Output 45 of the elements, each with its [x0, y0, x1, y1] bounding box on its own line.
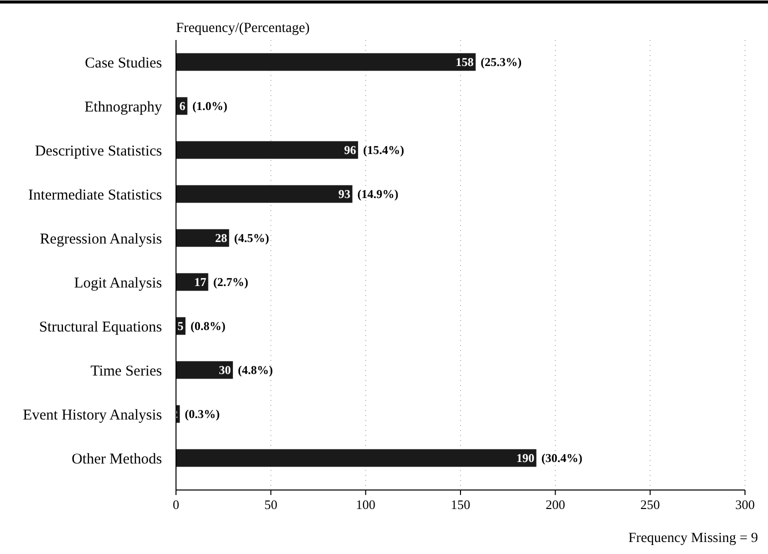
- y-tick-label: Regression Analysis: [40, 231, 162, 248]
- annotation: (4.5%): [234, 231, 270, 246]
- x-tick-label: 0: [172, 497, 180, 512]
- data-label: 6: [179, 99, 186, 114]
- y-tick-label: Logit Analysis: [74, 275, 162, 292]
- data-label: 5: [177, 319, 184, 334]
- annotation: (0.3%): [184, 407, 220, 422]
- data-label: 30: [218, 363, 231, 378]
- x-tick-label: 50: [264, 497, 278, 512]
- x-axis-title: Frequency/(Percentage): [176, 21, 310, 36]
- annotation: (25.3%): [480, 55, 522, 70]
- data-label: 93: [338, 187, 350, 202]
- bar: [176, 229, 230, 247]
- x-tick-label: 100: [356, 497, 376, 512]
- data-label: 17: [194, 275, 206, 290]
- bar: [176, 53, 476, 71]
- bar: [176, 185, 352, 203]
- y-tick-label: Time Series: [90, 363, 162, 380]
- x-tick-label: 250: [640, 497, 660, 512]
- y-tick-label: Ethnography: [84, 99, 162, 116]
- data-label: 96: [344, 143, 356, 158]
- annotation: (15.4%): [363, 143, 404, 158]
- annotation: (2.7%): [213, 275, 248, 290]
- data-label: 190: [516, 451, 534, 466]
- bar: [176, 141, 358, 159]
- bar: [176, 449, 536, 467]
- x-tick-label: 300: [735, 497, 755, 512]
- bar: [176, 361, 233, 379]
- data-label: 158: [456, 55, 474, 70]
- text: Frequency Missing = 9: [628, 531, 758, 546]
- y-tick-label: Descriptive Statistics: [34, 143, 162, 160]
- data-label: 28: [215, 231, 228, 246]
- x-tick-label: 200: [546, 497, 566, 512]
- annotation: (1.0%): [192, 99, 228, 114]
- y-tick-label: Intermediate Statistics: [28, 187, 162, 204]
- y-tick-label: Other Methods: [72, 451, 162, 468]
- annotation: (14.9%): [357, 187, 398, 202]
- y-tick-label: Case Studies: [84, 55, 162, 72]
- bar: [176, 273, 208, 291]
- y-tick-label: Structural Equations: [39, 319, 162, 336]
- annotation: (30.4%): [541, 451, 582, 466]
- y-tick-label: Event History Analysis: [22, 407, 162, 424]
- annotation: (4.8%): [238, 363, 273, 378]
- annotation: (0.8%): [190, 319, 226, 334]
- x-tick-label: 150: [450, 497, 470, 512]
